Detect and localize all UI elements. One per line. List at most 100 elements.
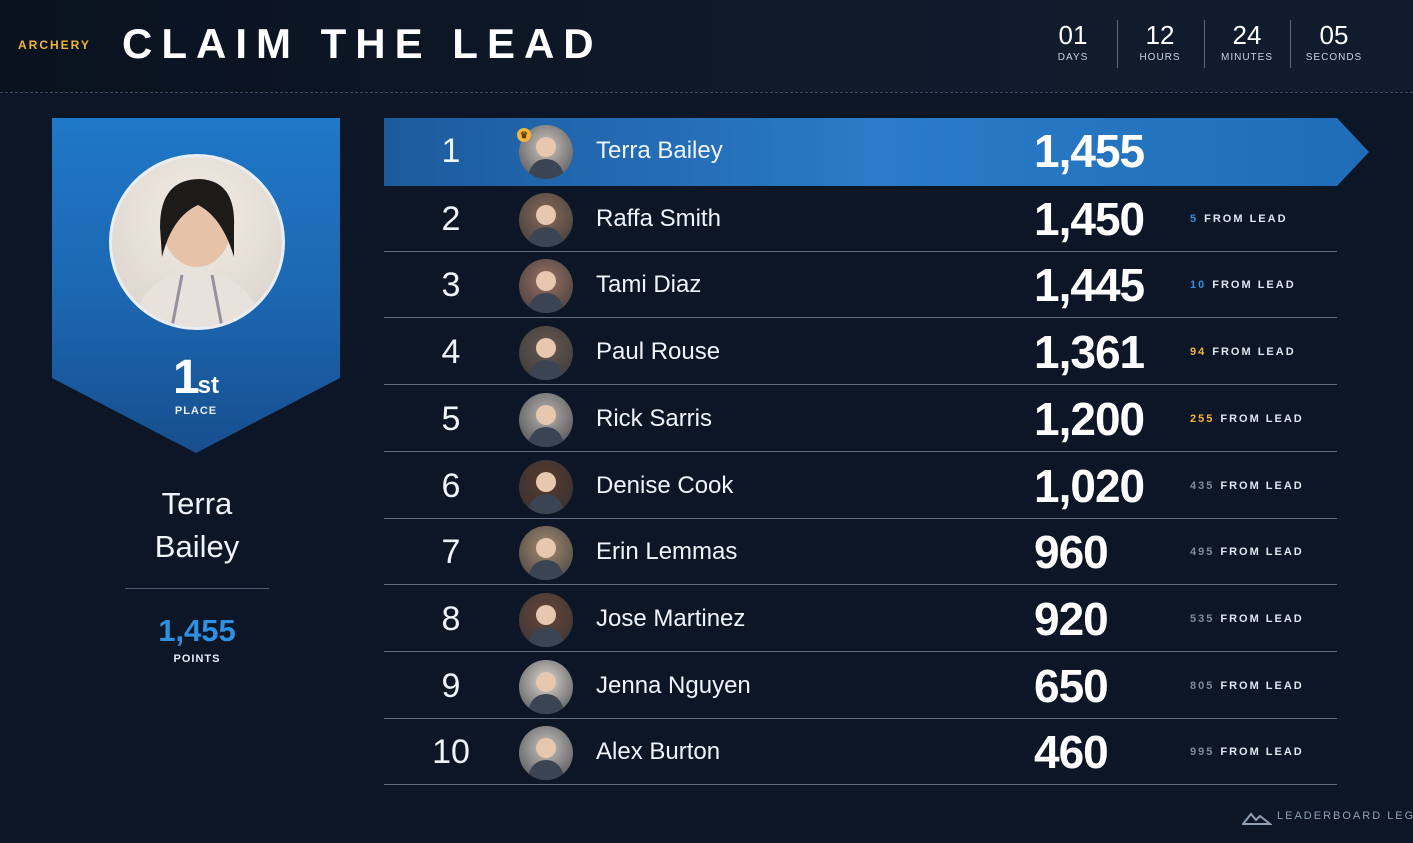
person-portrait-icon xyxy=(527,538,565,580)
gap-value: 5 xyxy=(1190,213,1199,225)
row-divider xyxy=(384,651,1337,652)
row-avatar xyxy=(519,326,573,380)
leader-highlight xyxy=(384,118,1369,186)
row-name: Erin Lemmas xyxy=(596,538,738,565)
champion-points: 1,455 xyxy=(158,613,236,648)
gap-label: FROM LEAD xyxy=(1204,213,1288,225)
countdown-minutes: 24 MINUTES xyxy=(1204,18,1290,63)
row-rank: 5 xyxy=(441,400,461,438)
person-portrait-icon xyxy=(527,672,565,714)
row-rank: 9 xyxy=(441,667,461,705)
row-name: Terra Bailey xyxy=(596,137,723,164)
countdown-timer: 01 DAYS 12 HOURS 24 MINUTES 05 SECONDS xyxy=(1030,18,1413,78)
mountain-logo-icon xyxy=(1242,812,1272,825)
row-rank: 2 xyxy=(441,200,461,238)
row-rank: 1 xyxy=(441,132,461,170)
gap-label: FROM LEAD xyxy=(1220,413,1304,425)
sport-label: ARCHERY xyxy=(18,38,91,52)
gap-value: 995 xyxy=(1190,746,1215,758)
gap-label: FROM LEAD xyxy=(1220,546,1304,558)
countdown-seconds-value: 05 xyxy=(1319,20,1349,50)
person-portrait-icon xyxy=(527,338,565,380)
row-avatar xyxy=(519,259,573,313)
countdown-minutes-value: 24 xyxy=(1232,20,1262,50)
champion-avatar xyxy=(109,154,285,330)
row-score: 1,200 xyxy=(1034,393,1145,445)
countdown-days-value: 01 xyxy=(1058,20,1088,50)
gap-label: FROM LEAD xyxy=(1220,746,1304,758)
champion-name: Terra Bailey xyxy=(52,482,342,568)
row-gap-from-lead: 995 FROM LEAD xyxy=(1190,719,1304,785)
table-row: 5 Rick Sarris 1,200 255 FROM LEAD xyxy=(384,386,1337,452)
row-avatar xyxy=(519,593,573,647)
row-score: 1,361 xyxy=(1034,326,1145,378)
gap-label: FROM LEAD xyxy=(1212,346,1296,358)
champion-place-suffix: st xyxy=(197,372,220,399)
champion-last-name: Bailey xyxy=(154,529,240,564)
champion-place: 1st xyxy=(52,350,340,405)
gap-value: 435 xyxy=(1190,480,1215,492)
row-name: Jenna Nguyen xyxy=(596,672,751,699)
gap-value: 255 xyxy=(1190,413,1215,425)
gap-label: FROM LEAD xyxy=(1220,480,1304,492)
row-divider xyxy=(384,451,1337,452)
row-gap-from-lead: 805 FROM LEAD xyxy=(1190,653,1304,719)
row-gap-from-lead: 5 FROM LEAD xyxy=(1190,186,1288,252)
gap-label: FROM LEAD xyxy=(1220,680,1304,692)
person-portrait-icon xyxy=(132,179,262,327)
row-name: Raffa Smith xyxy=(596,205,721,232)
page-title: CLAIM THE LEAD xyxy=(122,20,603,67)
gap-label: FROM LEAD xyxy=(1212,279,1296,291)
row-divider xyxy=(384,317,1337,318)
row-rank: 4 xyxy=(441,333,461,371)
table-row: 6 Denise Cook 1,020 435 FROM LEAD xyxy=(384,453,1337,519)
table-row: 4 Paul Rouse 1,361 94 FROM LEAD xyxy=(384,319,1337,385)
countdown-hours-value: 12 xyxy=(1145,20,1175,50)
champion-place-label: PLACE xyxy=(174,405,218,417)
row-name: Alex Burton xyxy=(596,738,721,765)
row-avatar xyxy=(519,660,573,714)
champion-first-name: Terra xyxy=(161,486,233,521)
row-score: 960 xyxy=(1034,526,1109,578)
row-gap-from-lead: 94 FROM LEAD xyxy=(1190,319,1296,385)
leaderboard-table: 1 ♛ Terra Bailey 1,455 2 Raffa Smith 1,450 5 FRO… xyxy=(384,118,1369,788)
row-avatar xyxy=(519,193,573,247)
row-avatar xyxy=(519,460,573,514)
row-name: Tami Diaz xyxy=(596,271,702,298)
row-name: Denise Cook xyxy=(596,472,734,499)
row-score: 1,445 xyxy=(1034,259,1145,311)
row-divider xyxy=(384,784,1337,785)
person-portrait-icon xyxy=(527,605,565,647)
header-divider xyxy=(0,92,1413,93)
table-row: 9 Jenna Nguyen 650 805 FROM LEAD xyxy=(384,653,1337,719)
countdown-hours-label: HOURS xyxy=(1139,52,1181,63)
row-score: 650 xyxy=(1034,660,1109,712)
gap-value: 805 xyxy=(1190,680,1215,692)
person-portrait-icon xyxy=(527,137,565,179)
row-score: 1,455 xyxy=(1034,125,1145,177)
header: ARCHERY CLAIM THE LEAD 01 DAYS 12 HOURS … xyxy=(0,0,1413,92)
row-divider xyxy=(384,384,1337,385)
row-rank: 7 xyxy=(441,533,461,571)
row-score: 460 xyxy=(1034,726,1109,778)
row-name: Paul Rouse xyxy=(596,338,721,365)
row-rank: 6 xyxy=(441,467,461,505)
trophy-icon: ♛ xyxy=(517,128,531,142)
gap-value: 94 xyxy=(1190,346,1207,358)
row-rank: 10 xyxy=(432,733,470,771)
countdown-days: 01 DAYS xyxy=(1030,18,1116,63)
row-avatar xyxy=(519,726,573,780)
row-gap-from-lead: 535 FROM LEAD xyxy=(1190,586,1304,652)
table-row: 10 Alex Burton 460 995 FROM LEAD xyxy=(384,719,1337,785)
person-portrait-icon xyxy=(527,271,565,313)
gap-value: 495 xyxy=(1190,546,1215,558)
person-portrait-icon xyxy=(527,405,565,447)
gap-value: 10 xyxy=(1190,279,1207,291)
table-row: 3 Tami Diaz 1,445 10 FROM LEAD xyxy=(384,252,1337,318)
leader-row: 1 ♛ Terra Bailey 1,455 xyxy=(384,118,1369,186)
gap-label: FROM LEAD xyxy=(1220,613,1304,625)
row-name: Jose Martinez xyxy=(596,605,746,632)
champion-divider xyxy=(125,588,269,589)
countdown-seconds-label: SECONDS xyxy=(1305,52,1363,63)
person-portrait-icon xyxy=(527,472,565,514)
